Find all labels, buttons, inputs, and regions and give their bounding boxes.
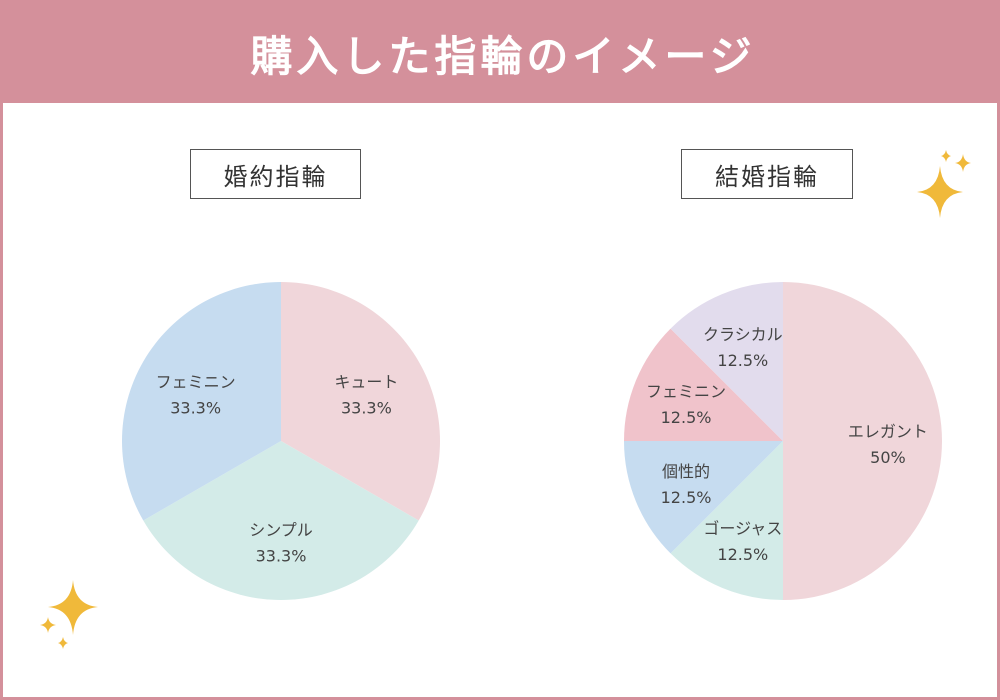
header-banner: 購入した指輪のイメージ: [3, 3, 1000, 103]
sparkle-icon-bottom-left: [40, 580, 98, 649]
wedding-slice-value-3: 12.5%: [661, 408, 712, 427]
page-title: 購入した指輪のイメージ: [250, 31, 756, 81]
wedding-slice-2: [624, 441, 783, 554]
wedding-slice-value-2: 12.5%: [661, 488, 712, 507]
wedding-slice-label-3: フェミニン: [646, 382, 726, 401]
engagement-slice-0: [281, 282, 440, 521]
engagement-slice-value-2: 33.3%: [170, 399, 221, 418]
engagement-slice-1: [143, 441, 419, 600]
engagement-slice-label-1: シンプル: [249, 521, 313, 540]
wedding-slice-value-0: 50%: [870, 448, 906, 467]
wedding-slice-label-0: エレガント: [848, 422, 928, 441]
wedding-slice-value-1: 12.5%: [717, 545, 768, 564]
wedding-slice-1: [670, 441, 783, 600]
wedding-slice-4: [670, 282, 783, 441]
engagement-slice-label-2: フェミニン: [156, 373, 236, 392]
engagement-ring-chart-title: 婚約指輪: [190, 149, 361, 199]
wedding-slice-3: [624, 328, 783, 441]
engagement-slice-2: [121, 282, 281, 521]
wedding-slice-value-4: 12.5%: [717, 351, 768, 370]
wedding-ring-chart-title: 結婚指輪: [681, 149, 853, 199]
engagement-slice-value-0: 33.3%: [341, 399, 392, 418]
wedding-slice-label-4: クラシカル: [703, 325, 783, 344]
sparkle-icon-top-right: [917, 150, 971, 218]
engagement-slice-label-0: キュート: [334, 373, 398, 392]
engagement-slice-value-1: 33.3%: [256, 547, 307, 566]
wedding-slice-label-1: ゴージャス: [703, 519, 782, 538]
wedding-slice-label-2: 個性的: [662, 462, 710, 481]
wedding-slice-0: [783, 282, 942, 600]
